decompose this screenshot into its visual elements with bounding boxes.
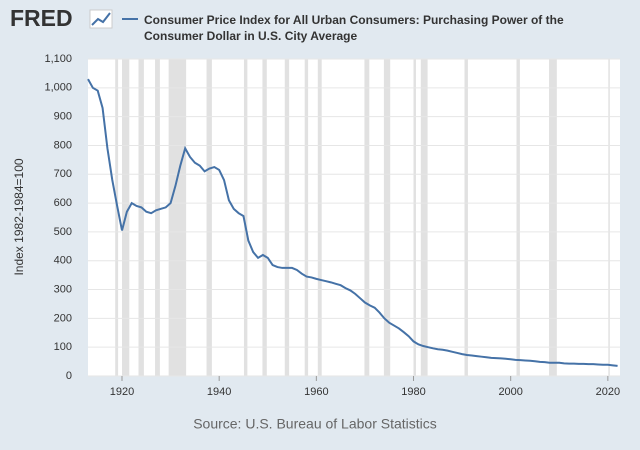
y-tick-label: 200	[54, 312, 72, 324]
recession-band	[608, 59, 610, 376]
x-tick-label: 2000	[498, 386, 522, 398]
recession-band	[168, 59, 187, 376]
y-axis-label: Index 1982-1984=100	[12, 158, 26, 275]
y-tick-label: 900	[54, 111, 72, 123]
recession-band	[262, 59, 267, 376]
recession-band	[317, 59, 322, 376]
y-tick-label: 300	[54, 283, 72, 295]
legend-title: Consumer Price Index for All Urban Consu…	[144, 13, 564, 43]
recession-band	[420, 59, 428, 376]
x-tick-label: 2020	[596, 386, 620, 398]
x-tick-label: 1960	[304, 386, 328, 398]
logo-icon	[89, 9, 113, 29]
x-tick-label: 1920	[110, 386, 134, 398]
y-tick-label: 0	[66, 370, 72, 382]
recession-band	[364, 59, 370, 376]
y-tick-label: 400	[54, 255, 72, 267]
recession-band	[138, 59, 144, 376]
logo: FRED	[10, 5, 73, 31]
y-tick-label: 700	[54, 168, 72, 180]
recession-band	[383, 59, 391, 376]
recession-band	[413, 59, 416, 376]
recession-band	[243, 59, 248, 376]
source: Source: U.S. Bureau of Labor Statistics	[193, 416, 437, 432]
y-tick-label: 1,000	[44, 82, 72, 94]
recession-band	[284, 59, 290, 376]
recession-band	[516, 59, 520, 376]
recession-band	[206, 59, 212, 376]
recession-band	[464, 59, 468, 376]
y-tick-label: 800	[54, 139, 72, 151]
y-tick-label: 100	[54, 341, 72, 353]
y-tick-label: 600	[54, 197, 72, 209]
y-tick-label: 500	[54, 226, 72, 238]
y-tick-label: 1,100	[44, 53, 72, 65]
x-tick-label: 1940	[207, 386, 231, 398]
x-tick-label: 1980	[401, 386, 425, 398]
series-line	[87, 78, 618, 367]
plot-area	[88, 59, 620, 376]
recession-band	[115, 59, 119, 376]
recession-band	[155, 59, 160, 376]
recession-band	[549, 59, 557, 376]
recession-band	[304, 59, 309, 376]
